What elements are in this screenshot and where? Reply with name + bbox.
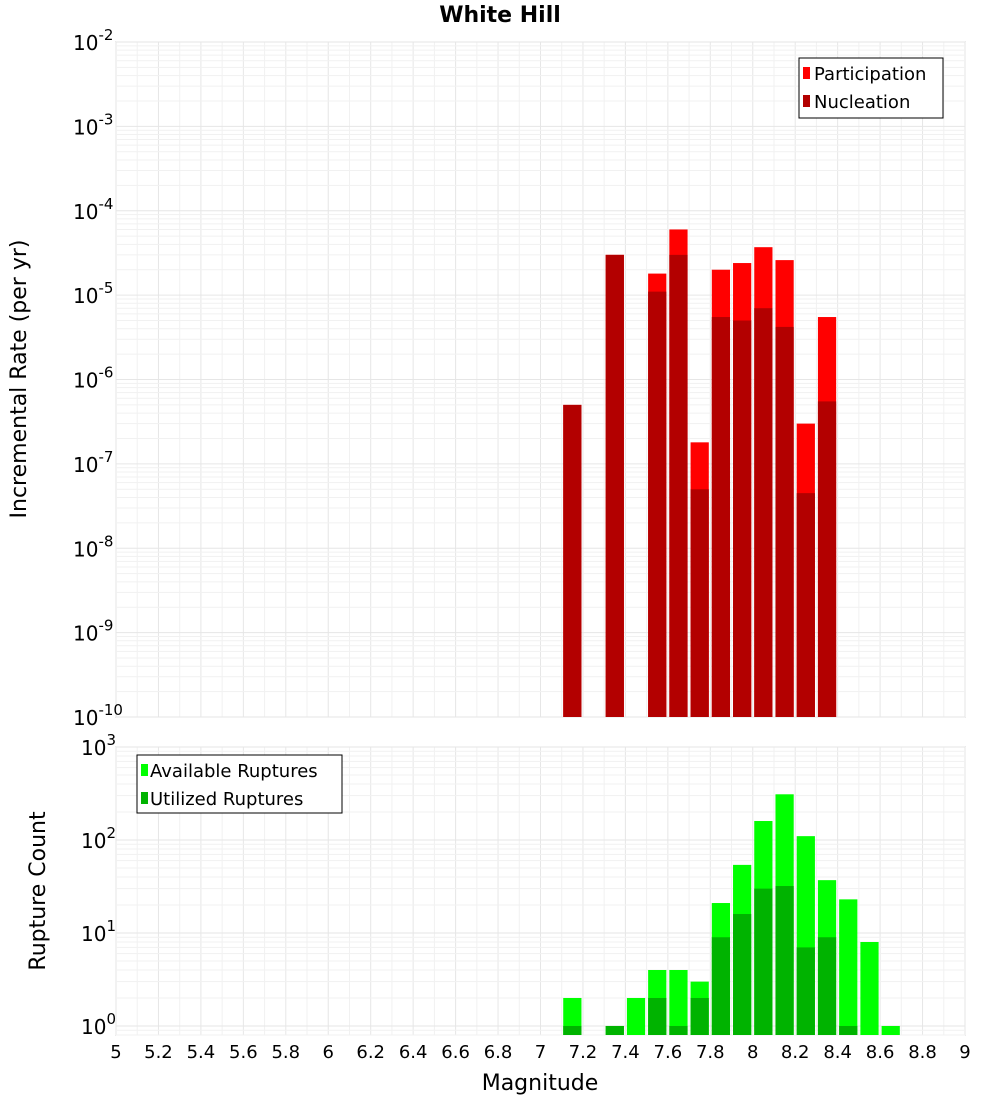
count-available-ruptures-bar [669,969,688,1035]
rate-y-tick-label: 10-9 [73,617,113,646]
x-tick-label: 8.6 [866,1042,895,1063]
x-tick-label: 5.8 [271,1042,300,1063]
rate-nucleation-bar [796,493,815,717]
x-tick-label: 8.8 [908,1042,937,1063]
x-tick-label: 9 [959,1042,970,1063]
count-y-tick-label: 101 [81,917,116,946]
rate-y-tick-label: 10-5 [73,279,113,308]
x-axis-label: Magnitude [482,1071,599,1096]
x-tick-label: 6.6 [441,1042,470,1063]
count-plot-x-ticks: 5 5.2 5.4 5.6 5.8 6 6.2 6.4 6.6 6.8 7 7.2 7.4 7.6 7.8 8… [110,1042,970,1063]
count-legend-box [136,754,343,814]
rate-nucleation-bar [817,401,837,717]
rate-nucleation-bar [711,317,731,717]
rate-y-tick-label: 10-7 [73,448,113,477]
rate-nucleation-bar [690,489,709,717]
count-available-ruptures-bar [839,899,858,1035]
count-utilized-ruptures-bar [733,914,752,1035]
legend-swatch-nucleation [803,95,810,107]
legend-swatch-utilized [141,792,148,804]
legend-swatch-participation [803,67,810,79]
rate-y-tick-label: 10-10 [73,701,123,730]
rate-plot-grid [115,41,966,718]
x-tick-label: 7.8 [696,1042,725,1063]
rate-nucleation-bar [563,404,582,717]
rate-legend-box [798,57,944,119]
count-utilized-ruptures-bar [648,997,667,1035]
count-y-tick-label: 100 [81,1010,116,1039]
count-available-ruptures-bar [881,1025,900,1035]
count-y-tick-label: 103 [81,731,116,760]
rate-plot-bars [563,229,837,717]
x-tick-label: 7 [535,1042,546,1063]
count-utilized-ruptures-bar [711,937,731,1035]
rate-nucleation-bar [733,320,752,717]
rate-y-tick-label: 10-2 [73,26,113,55]
x-tick-label: 7.2 [569,1042,598,1063]
x-tick-label: 6.4 [399,1042,428,1063]
x-tick-label: 6 [323,1042,334,1063]
chart-title: White Hill [439,3,561,28]
count-utilized-ruptures-bar [690,997,709,1035]
count-utilized-ruptures-bar [669,1025,688,1035]
count-plot-bars [563,794,900,1035]
x-tick-label: 7.4 [611,1042,640,1063]
count-y-axis-label: Rupture Count [26,811,51,971]
rate-y-tick-label: 10-3 [73,110,113,139]
count-legend: Available Ruptures Utilized Ruptures [136,754,343,814]
rate-nucleation-bar [754,308,773,717]
count-y-tick-label: 102 [81,824,116,853]
count-utilized-ruptures-bar [796,947,815,1035]
x-tick-label: 5.6 [229,1042,258,1063]
legend-label-participation: Participation [814,64,926,85]
rate-nucleation-bar [775,326,794,717]
rate-nucleation-bar [669,254,688,717]
x-tick-label: 8.4 [823,1042,852,1063]
x-tick-label: 5 [110,1042,121,1063]
x-tick-label: 6.8 [484,1042,513,1063]
count-utilized-ruptures-bar [775,886,794,1035]
count-available-ruptures-bar [626,997,646,1035]
rate-plot-y-ticks: 10-10 10-9 10-8 10-7 10-6 10-5 10-4 10-3 10-2 [73,26,123,730]
x-tick-label: 5.4 [187,1042,216,1063]
rate-nucleation-bar [648,291,667,717]
count-utilized-ruptures-bar [817,937,837,1035]
legend-label-available: Available Ruptures [150,761,318,782]
legend-label-nucleation: Nucleation [814,92,910,113]
count-available-ruptures-bar [860,942,879,1035]
count-utilized-ruptures-bar [605,1025,624,1035]
count-available-ruptures-bar [563,997,582,1035]
rate-y-tick-label: 10-8 [73,532,113,561]
legend-swatch-available [141,764,148,776]
x-tick-label: 7.6 [654,1042,683,1063]
count-utilized-ruptures-bar [839,1025,858,1035]
legend-label-utilized: Utilized Ruptures [150,789,303,810]
x-tick-label: 8 [747,1042,758,1063]
rate-y-tick-label: 10-4 [73,195,113,224]
rate-nucleation-bar [605,254,624,717]
x-tick-label: 8.2 [781,1042,810,1063]
x-tick-label: 5.2 [144,1042,173,1063]
rate-legend: Participation Nucleation [798,57,944,119]
rate-y-tick-label: 10-6 [73,364,113,393]
count-plot-y-ticks: 100 101 102 103 [81,731,116,1039]
x-tick-label: 6.2 [356,1042,385,1063]
count-utilized-ruptures-bar [754,888,773,1035]
rate-y-axis-label: Incremental Rate (per yr) [7,240,32,519]
count-utilized-ruptures-bar [563,1025,582,1035]
